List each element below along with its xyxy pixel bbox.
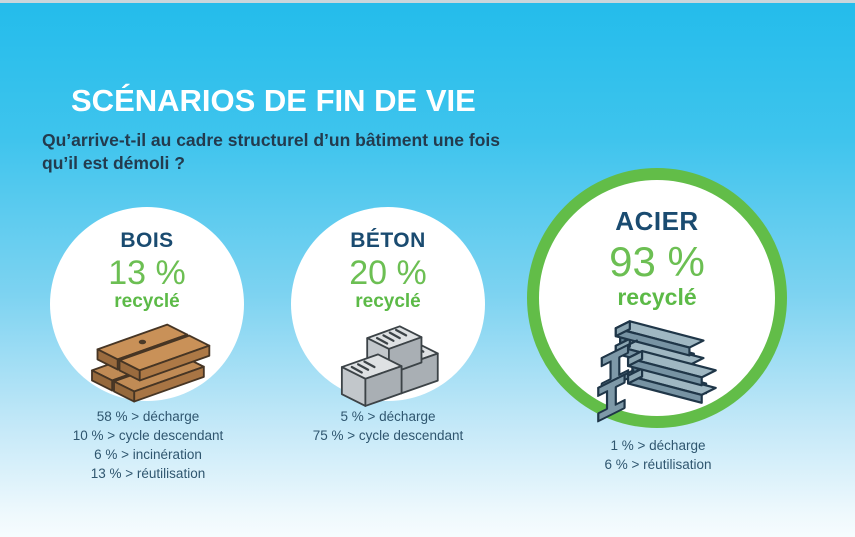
page-title: SCÉNARIOS DE FIN DE VIE (71, 83, 476, 118)
material-name: BÉTON (350, 229, 426, 252)
breakdown-line: 6 % > incinération (94, 447, 202, 462)
concrete-blocks-icon (291, 320, 485, 410)
breakdown-line: 75 % > cycle descendant (312, 428, 464, 443)
page-subtitle: Qu’arrive-t-il au cadre structurel d’un … (42, 130, 500, 173)
material-circle-beton: BÉTON 20 % recyclé (291, 207, 485, 407)
material-circle-bois: BOIS 13 % recyclé (50, 207, 244, 403)
material-circle-acier: ACIER 93 % recyclé (527, 168, 787, 428)
wood-planks-icon (50, 320, 244, 406)
material-name: ACIER (615, 206, 699, 236)
breakdown-line: 58 % > décharge (96, 409, 200, 424)
recycled-percent: 93 % (609, 238, 705, 285)
recycled-label: recyclé (355, 291, 421, 312)
recycled-label: recyclé (114, 291, 180, 312)
recycled-label: recyclé (617, 284, 697, 310)
breakdown-line: 6 % > réutilisation (604, 457, 712, 472)
breakdown-list-bois: 58 % > décharge 10 % > cycle descendant … (13, 407, 283, 483)
material-name: BOIS (120, 229, 174, 252)
breakdown-line: 10 % > cycle descendant (72, 428, 224, 443)
recycled-percent: 13 % (108, 254, 186, 292)
breakdown-list-beton: 5 % > décharge 75 % > cycle descendant (253, 407, 523, 445)
recycled-percent: 20 % (349, 254, 427, 292)
steel-beams-icon (539, 316, 775, 425)
breakdown-line: 1 % > décharge (610, 438, 706, 453)
breakdown-line: 5 % > décharge (340, 409, 436, 424)
breakdown-list-acier: 1 % > décharge 6 % > réutilisation (523, 436, 793, 474)
breakdown-line: 13 % > réutilisation (90, 466, 206, 481)
